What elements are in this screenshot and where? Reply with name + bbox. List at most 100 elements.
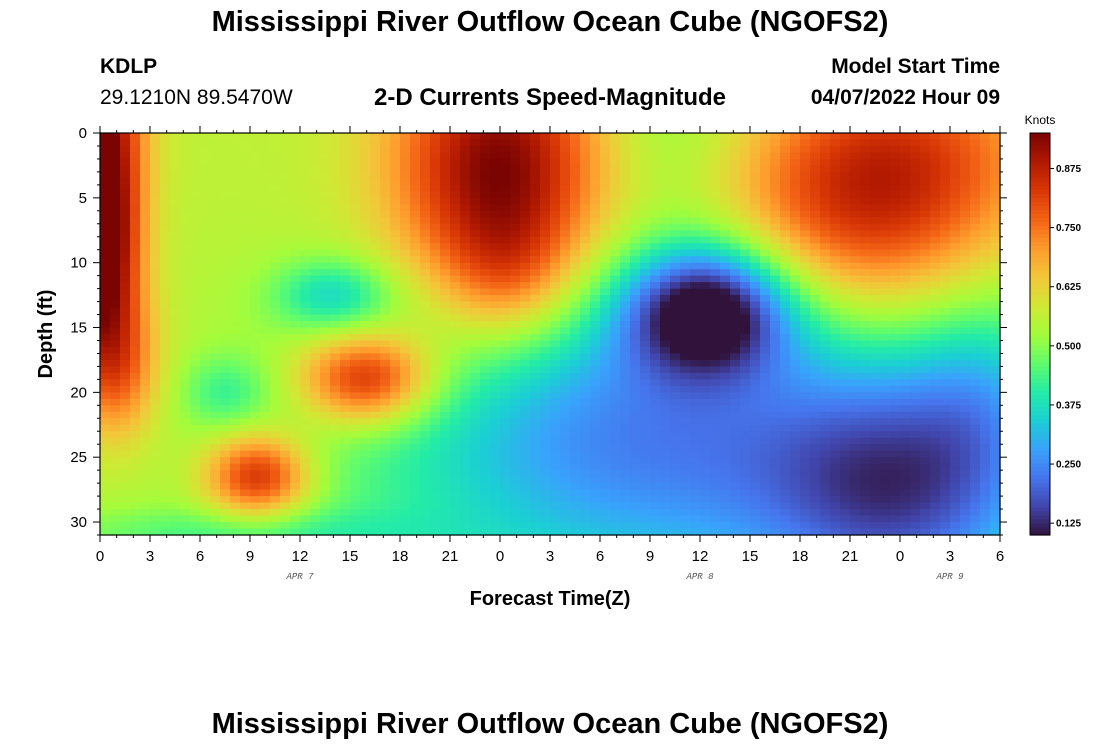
heatmap-cell (720, 191, 731, 199)
heatmap-cell (300, 249, 311, 257)
heatmap-cell (810, 152, 821, 160)
heatmap-cell (770, 353, 781, 361)
heatmap-cell (420, 476, 431, 484)
heatmap-cell (380, 366, 391, 374)
heatmap-cell (560, 158, 571, 167)
heatmap-cell (800, 411, 811, 419)
heatmap-cell (950, 327, 961, 335)
heatmap-cell (860, 327, 871, 335)
heatmap-cell (210, 392, 221, 400)
heatmap-cell (740, 223, 751, 231)
heatmap-cell (280, 437, 291, 445)
heatmap-cell (300, 308, 311, 316)
heatmap-cell (910, 463, 921, 471)
heatmap-cell (660, 191, 671, 199)
heatmap-cell (490, 197, 501, 205)
heatmap-cell (120, 223, 131, 231)
heatmap-cell (890, 171, 901, 179)
heatmap-cell (670, 359, 681, 368)
heatmap-cell (140, 145, 151, 154)
heatmap-cell (430, 321, 441, 329)
heatmap-cell (840, 282, 851, 290)
heatmap-cell (260, 483, 271, 491)
heatmap-cell (590, 282, 601, 290)
heatmap-cell (970, 346, 981, 355)
heatmap-cell (440, 346, 451, 355)
heatmap-cell (610, 444, 621, 452)
heatmap-cell (820, 269, 831, 277)
heatmap-cell (200, 340, 211, 348)
heatmap-cell (660, 249, 671, 257)
heatmap-cell (940, 437, 951, 445)
heatmap-cell (240, 372, 251, 380)
heatmap-cell (670, 197, 681, 205)
heatmap-cell (640, 184, 651, 192)
heatmap-cell (850, 359, 861, 368)
heatmap-cell (390, 405, 401, 413)
heatmap-cell (530, 204, 541, 212)
heatmap-cell (560, 133, 571, 141)
heatmap-cell (390, 158, 401, 167)
heatmap-cell (570, 470, 581, 478)
heatmap-cell (580, 470, 591, 478)
heatmap-cell (220, 308, 231, 316)
heatmap-cell (240, 340, 251, 348)
heatmap-cell (410, 249, 421, 257)
heatmap-cell (520, 392, 531, 400)
heatmap-cell (790, 139, 801, 147)
heatmap-cell (320, 327, 331, 335)
heatmap-cell (440, 236, 451, 244)
heatmap-cell (140, 139, 151, 147)
heatmap-cell (620, 217, 631, 225)
heatmap-cell (500, 424, 511, 432)
heatmap-cell (540, 275, 551, 283)
heatmap-cell (280, 476, 291, 484)
heatmap-cell (230, 385, 241, 393)
heatmap-cell (160, 431, 171, 439)
heatmap-cell (530, 301, 541, 309)
heatmap-cell (200, 327, 211, 335)
heatmap-cell (250, 133, 261, 141)
heatmap-cell (320, 165, 331, 173)
heatmap-cell (370, 340, 381, 348)
heatmap-cell (690, 275, 701, 283)
heatmap-cell (730, 470, 741, 478)
heatmap-cell (820, 243, 831, 251)
heatmap-cell (260, 308, 271, 316)
heatmap-cell (160, 418, 171, 426)
heatmap-cell (930, 424, 941, 432)
heatmap-cell (830, 405, 841, 413)
heatmap-cell (780, 230, 791, 238)
heatmap-cell (280, 444, 291, 452)
heatmap-cell (890, 249, 901, 257)
heatmap-cell (510, 184, 521, 192)
heatmap-cell (220, 359, 231, 368)
heatmap-cell (900, 379, 911, 387)
heatmap-cell (480, 372, 491, 380)
heatmap-cell (790, 145, 801, 154)
heatmap-cell (540, 184, 551, 192)
heatmap-cell (690, 366, 701, 374)
heatmap-cell (540, 145, 551, 154)
heatmap-cell (890, 334, 901, 342)
heatmap-cell (240, 210, 251, 218)
heatmap-cell (700, 334, 711, 342)
heatmap-cell (520, 269, 531, 277)
heatmap-cell (340, 450, 351, 458)
heatmap-cell (350, 327, 361, 335)
heatmap-cell (130, 243, 141, 251)
heatmap-cell (430, 295, 441, 303)
heatmap-cell (490, 476, 501, 484)
heatmap-cell (950, 243, 961, 251)
heatmap-cell (750, 269, 761, 277)
heatmap-cell (580, 282, 591, 290)
heatmap-cell (310, 178, 321, 186)
heatmap-cell (500, 359, 511, 368)
heatmap-cell (760, 424, 771, 432)
heatmap-cell (890, 139, 901, 147)
heatmap-cell (610, 470, 621, 478)
heatmap-cell (740, 133, 751, 141)
heatmap-cell (230, 210, 241, 218)
heatmap-cell (650, 197, 661, 205)
heatmap-cell (580, 450, 591, 458)
